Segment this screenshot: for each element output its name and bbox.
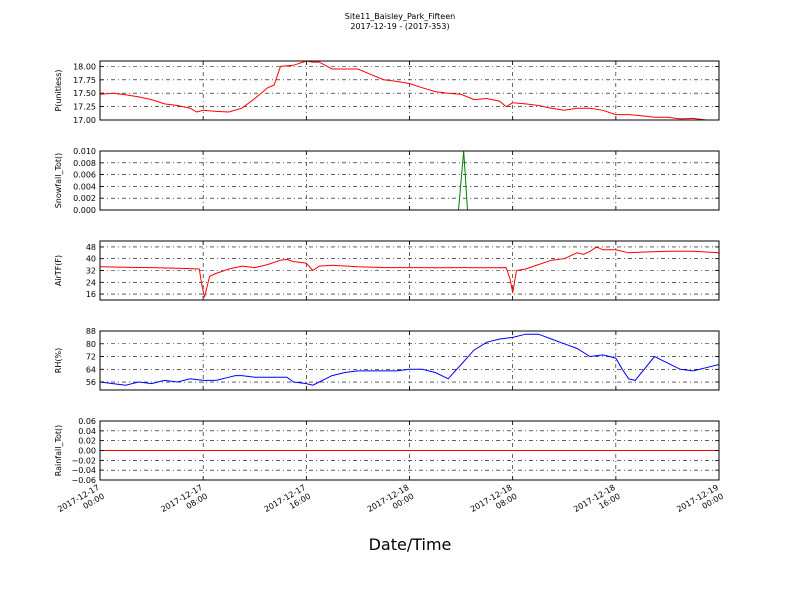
y-axis-label: Rainfall_Tot() (54, 425, 63, 477)
y-tick-label: −0.06 (71, 476, 96, 485)
y-tick-label: 72 (86, 353, 96, 362)
panel-5: −0.06−0.04−0.020.000.020.040.06 Rainfall_… (54, 417, 720, 485)
y-axis-label: RH(%) (54, 348, 63, 373)
y-tick-label: 0.004 (73, 182, 96, 191)
y-axis-label: P(unitless) (54, 69, 63, 111)
y-tick-label: 40 (86, 255, 96, 264)
y-tick-label: 0.000 (73, 206, 96, 215)
y-tick-label: 0.008 (73, 159, 96, 168)
y-tick-label: 0.02 (78, 437, 96, 446)
y-tick-label: 88 (86, 327, 96, 336)
x-axis-label: Date/Time (369, 535, 452, 554)
series-line (99, 246, 720, 298)
y-tick-label: 17.00 (73, 116, 96, 125)
panel-2: 0.000 0.002 0.004 0.006 0.008 0.010 Snowfall_T… (54, 147, 720, 215)
panel-1: 17.00 17.25 17.50 17.75 18.00 P(unitless) (54, 60, 720, 125)
y-tick-label: 18.00 (73, 62, 96, 71)
y-tick-label: 32 (86, 267, 96, 276)
panel-grid (100, 241, 719, 300)
y-tick-label: 80 (86, 340, 96, 349)
y-tick-label: 56 (86, 378, 96, 387)
panel-grid (100, 151, 719, 210)
panel-3: 16 24 32 40 48 AirTF(F) (54, 240, 720, 301)
y-tick-label: 48 (86, 243, 96, 252)
y-tick-label: 17.25 (73, 103, 96, 112)
y-tick-label: 0.06 (78, 417, 96, 426)
panel-4: 56 64 72 80 88 RH(%) (54, 327, 720, 391)
chart-panels: 17.00 17.25 17.50 17.75 18.00 P(unitless) 0.00… (54, 60, 720, 485)
y-tick-label: −0.02 (71, 456, 96, 465)
y-tick-label: 0.002 (73, 194, 96, 203)
y-tick-label: 24 (86, 278, 96, 287)
chart-subtitle: 2017-12-19 - (2017-353) (350, 22, 449, 31)
chart-title: Site11_Baisley_Park_Fifteen (345, 12, 455, 21)
y-tick-label: 16 (86, 290, 96, 299)
y-axis-label: Snowfall_Tot() (54, 153, 63, 209)
y-tick-label: 17.50 (73, 89, 96, 98)
y-tick-label: 0.006 (73, 171, 96, 180)
y-tick-label: 64 (86, 365, 96, 374)
y-axis-label: AirTF(F) (54, 255, 63, 286)
y-tick-label: 17.75 (73, 76, 96, 85)
panel-grid (100, 331, 719, 390)
panel-grid (100, 61, 719, 120)
y-tick-label: 0.010 (73, 147, 96, 156)
series-line (99, 60, 719, 121)
y-tick-label: 0.00 (78, 447, 96, 456)
y-tick-label: −0.04 (71, 466, 96, 475)
series-line (99, 333, 720, 386)
y-tick-label: 0.04 (78, 427, 96, 436)
